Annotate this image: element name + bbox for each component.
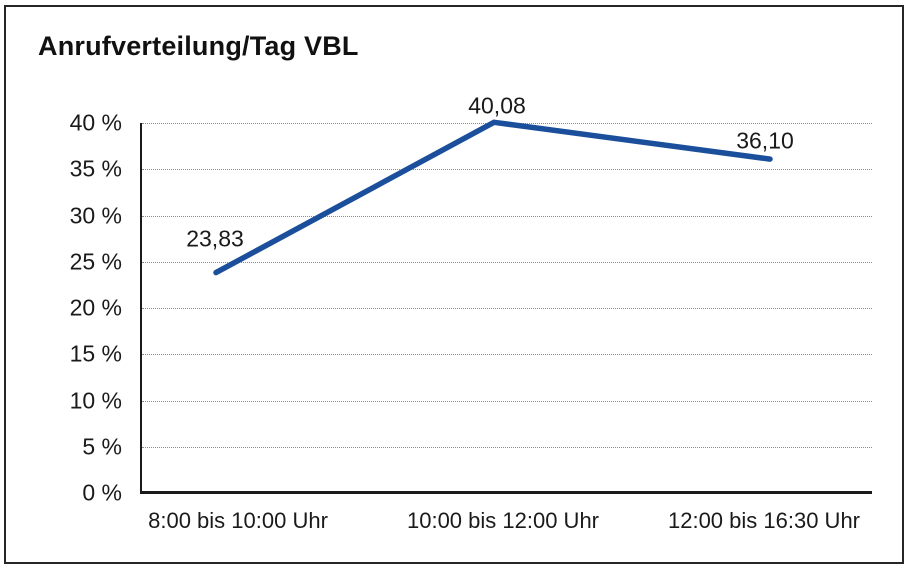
line-chart-svg <box>213 119 773 276</box>
x-axis-category-label: 10:00 bis 12:00 Uhr <box>406 508 600 533</box>
gridline-20pct <box>142 308 872 309</box>
data-point-label: 23,83 <box>186 225 244 252</box>
gridline-25pct <box>142 261 872 263</box>
gridline-10pct <box>142 400 872 402</box>
y-axis-tick-label: 0 % <box>82 479 122 506</box>
chart-title: Anrufverteilung/Tag VBL <box>38 31 359 61</box>
y-axis-tick-label: 30 % <box>69 202 122 228</box>
gridline-5pct <box>142 446 872 448</box>
x-axis-category-label: 8:00 bis 10:00 Uhr <box>148 508 328 533</box>
x-axis-category-label: 12:00 bis 16:30 Uhr <box>667 508 861 533</box>
y-axis-tick-label: 20 % <box>69 294 122 321</box>
y-axis-tick-label: 35 % <box>69 155 122 182</box>
y-axis-line <box>140 123 142 493</box>
data-point-label: 36,10 <box>736 127 794 154</box>
x-axis-line <box>140 491 872 494</box>
data-line-series <box>213 119 773 276</box>
data-point-label: 40,08 <box>468 92 526 119</box>
gridline-15pct <box>142 354 872 356</box>
y-axis-tick-label: 5 % <box>82 433 122 460</box>
y-axis-tick-label: 25 % <box>69 248 122 275</box>
y-axis-tick-label: 15 % <box>69 340 122 367</box>
y-axis-tick-label: 40 % <box>69 109 122 136</box>
gridline-30pct <box>142 215 872 217</box>
chart-border-frame <box>4 5 904 564</box>
y-axis-tick-label: 10 % <box>69 387 122 413</box>
gridline-35pct <box>142 169 872 171</box>
